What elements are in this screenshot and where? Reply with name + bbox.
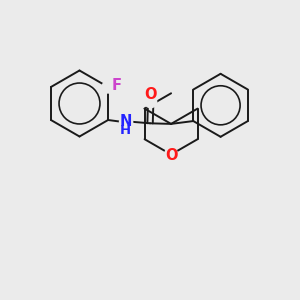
Text: O: O xyxy=(165,148,177,163)
Circle shape xyxy=(145,96,157,108)
Text: F: F xyxy=(112,78,122,93)
Text: H: H xyxy=(119,124,130,137)
Circle shape xyxy=(119,116,133,129)
Circle shape xyxy=(164,148,178,161)
Text: O: O xyxy=(144,87,157,102)
Text: N: N xyxy=(120,114,132,129)
Circle shape xyxy=(102,81,114,93)
